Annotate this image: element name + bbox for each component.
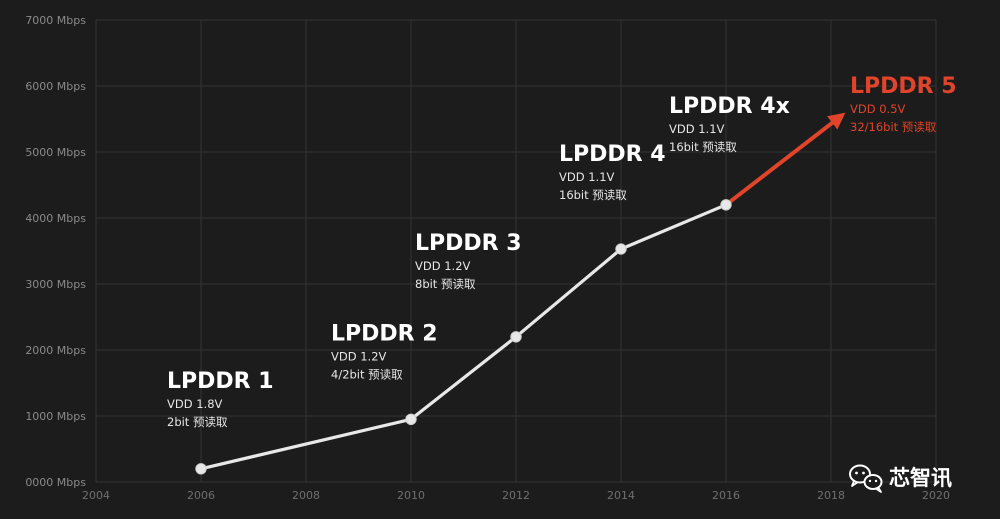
generation-label: LPDDR 4: [559, 142, 666, 167]
x-tick-label: 2014: [607, 489, 635, 502]
data-point: [720, 199, 732, 211]
wechat-icon: [849, 464, 883, 493]
generation-detail: VDD 1.1V: [559, 170, 615, 184]
series-points: [195, 199, 732, 475]
generation-detail: 16bit 预读取: [559, 188, 627, 202]
x-tick-label: 2008: [292, 489, 320, 502]
x-tick-label: 2020: [922, 489, 950, 502]
data-point: [405, 413, 417, 425]
watermark-text: 芯智讯: [889, 466, 952, 490]
x-tick-label: 2012: [502, 489, 530, 502]
y-tick-label: 3000 Mbps: [25, 278, 86, 291]
y-axis-ticks: 0000 Mbps 1000 Mbps 2000 Mbps 3000 Mbps 4000…: [25, 14, 86, 489]
generation-label: LPDDR 5: [850, 74, 957, 99]
generation-detail: 32/16bit 预读取: [850, 120, 937, 134]
x-tick-label: 2006: [187, 489, 215, 502]
generation-label: LPDDR 3: [415, 231, 522, 256]
generation-detail: VDD 1.1V: [669, 122, 725, 136]
y-tick-label: 1000 Mbps: [25, 410, 86, 423]
generation-detail: 8bit 预读取: [415, 277, 476, 291]
data-point: [615, 243, 627, 255]
y-tick-label: 7000 Mbps: [25, 14, 86, 27]
generation-label: LPDDR 1: [167, 369, 274, 394]
data-point: [510, 331, 522, 343]
y-tick-label: 2000 Mbps: [25, 344, 86, 357]
generation-label: LPDDR 2: [331, 321, 438, 346]
x-tick-label: 2016: [712, 489, 740, 502]
x-axis-ticks: 2004 2006 2008 2010 2012 2014 2016 2018 2020: [82, 489, 950, 502]
x-tick-label: 2010: [397, 489, 425, 502]
generation-detail: VDD 1.2V: [331, 349, 387, 363]
generation-detail: 16bit 预读取: [669, 140, 737, 154]
generation-detail: 2bit 预读取: [167, 415, 228, 429]
watermark: 芯智讯: [849, 464, 952, 493]
generation-detail: 4/2bit 预读取: [331, 367, 403, 381]
y-tick-label: 0000 Mbps: [25, 476, 86, 489]
generation-label: LPDDR 4x: [669, 94, 790, 119]
x-tick-label: 2018: [817, 489, 845, 502]
generation-labels: LPDDR 1 VDD 1.8V 2bit 预读取 LPDDR 2 VDD 1.2V 4/…: [167, 74, 957, 429]
y-tick-label: 6000 Mbps: [25, 80, 86, 93]
generation-detail: VDD 0.5V: [850, 102, 906, 116]
generation-detail: VDD 1.2V: [415, 259, 471, 273]
data-point: [195, 463, 207, 475]
projection-arrow: [724, 112, 846, 207]
y-tick-label: 4000 Mbps: [25, 212, 86, 225]
x-tick-label: 2004: [82, 489, 110, 502]
y-tick-label: 5000 Mbps: [25, 146, 86, 159]
generation-detail: VDD 1.8V: [167, 397, 223, 411]
